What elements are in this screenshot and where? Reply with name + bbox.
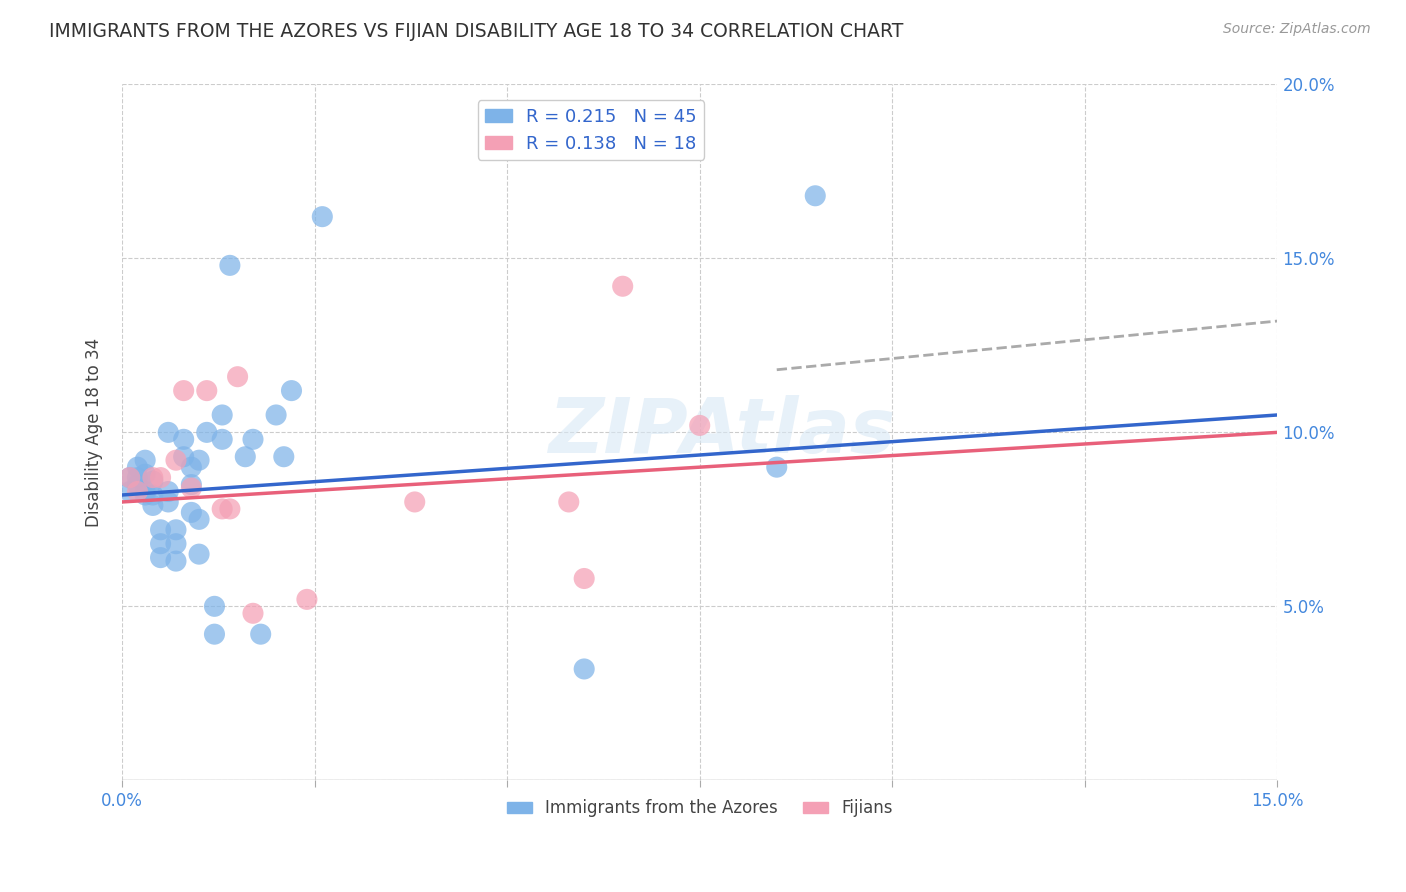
Point bbox=[295, 592, 318, 607]
Point bbox=[219, 258, 242, 272]
Point bbox=[204, 627, 226, 641]
Point bbox=[173, 433, 195, 447]
Point bbox=[149, 523, 172, 537]
Point bbox=[404, 495, 426, 509]
Point bbox=[188, 512, 211, 526]
Point bbox=[173, 384, 195, 398]
Point bbox=[180, 505, 202, 519]
Point bbox=[157, 425, 180, 440]
Point bbox=[149, 550, 172, 565]
Point bbox=[211, 408, 233, 422]
Point bbox=[165, 523, 187, 537]
Point bbox=[142, 499, 165, 513]
Point bbox=[127, 470, 149, 484]
Point bbox=[134, 484, 156, 499]
Point bbox=[157, 495, 180, 509]
Point bbox=[280, 384, 302, 398]
Point bbox=[249, 627, 271, 641]
Point bbox=[173, 450, 195, 464]
Point bbox=[219, 502, 242, 516]
Point bbox=[127, 460, 149, 475]
Point bbox=[612, 279, 634, 293]
Point bbox=[157, 484, 180, 499]
Point bbox=[242, 433, 264, 447]
Point bbox=[142, 488, 165, 502]
Point bbox=[134, 467, 156, 482]
Point bbox=[211, 433, 233, 447]
Point bbox=[558, 495, 581, 509]
Point bbox=[264, 408, 287, 422]
Point bbox=[211, 502, 233, 516]
Point bbox=[180, 481, 202, 495]
Point bbox=[311, 210, 333, 224]
Point bbox=[572, 662, 595, 676]
Point bbox=[127, 484, 149, 499]
Legend: Immigrants from the Azores, Fijians: Immigrants from the Azores, Fijians bbox=[501, 793, 900, 824]
Point bbox=[572, 572, 595, 586]
Text: Source: ZipAtlas.com: Source: ZipAtlas.com bbox=[1223, 22, 1371, 37]
Point bbox=[118, 484, 141, 499]
Point bbox=[142, 470, 165, 484]
Point bbox=[204, 599, 226, 614]
Point bbox=[127, 477, 149, 491]
Point bbox=[765, 460, 787, 475]
Text: IMMIGRANTS FROM THE AZORES VS FIJIAN DISABILITY AGE 18 TO 34 CORRELATION CHART: IMMIGRANTS FROM THE AZORES VS FIJIAN DIS… bbox=[49, 22, 904, 41]
Point bbox=[149, 537, 172, 551]
Point bbox=[149, 470, 172, 484]
Point bbox=[226, 369, 249, 384]
Point bbox=[180, 460, 202, 475]
Point bbox=[180, 477, 202, 491]
Point bbox=[118, 470, 141, 484]
Point bbox=[165, 453, 187, 467]
Point bbox=[142, 474, 165, 488]
Point bbox=[188, 453, 211, 467]
Point bbox=[689, 418, 711, 433]
Point bbox=[195, 384, 218, 398]
Text: ZIPAtlas: ZIPAtlas bbox=[550, 395, 897, 469]
Point bbox=[118, 470, 141, 484]
Point bbox=[165, 554, 187, 568]
Point bbox=[134, 488, 156, 502]
Point bbox=[804, 188, 827, 202]
Point bbox=[165, 537, 187, 551]
Point bbox=[134, 453, 156, 467]
Point bbox=[188, 547, 211, 561]
Point bbox=[242, 607, 264, 621]
Y-axis label: Disability Age 18 to 34: Disability Age 18 to 34 bbox=[86, 338, 103, 527]
Point bbox=[195, 425, 218, 440]
Point bbox=[233, 450, 256, 464]
Point bbox=[273, 450, 295, 464]
